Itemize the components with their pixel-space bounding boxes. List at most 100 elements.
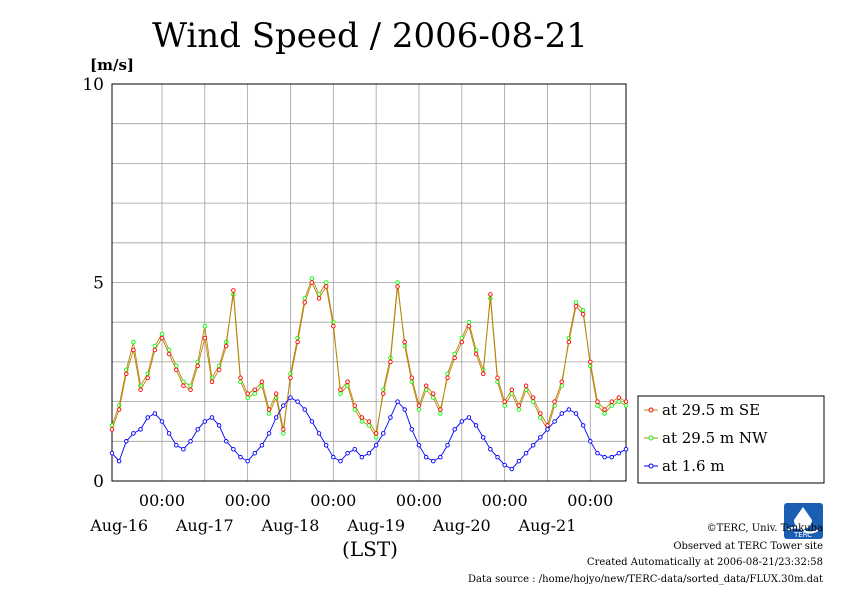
data-point xyxy=(559,379,565,385)
data-point xyxy=(595,450,600,456)
data-point xyxy=(345,379,350,385)
data-point xyxy=(588,359,593,365)
data-point xyxy=(331,454,336,460)
data-point xyxy=(366,450,372,456)
data-point xyxy=(438,411,443,416)
data-point xyxy=(109,427,115,432)
data-point xyxy=(331,323,336,329)
data-point xyxy=(545,423,550,428)
data-point xyxy=(559,411,565,416)
data-point xyxy=(309,280,315,285)
data-point xyxy=(116,458,122,464)
data-point xyxy=(495,375,500,381)
x-axis-label: (LST) xyxy=(342,537,398,561)
data-point xyxy=(323,280,329,285)
x-tick-date-label: Aug-18 xyxy=(261,516,320,535)
data-point xyxy=(509,466,515,472)
data-point xyxy=(381,431,386,436)
data-point xyxy=(124,371,129,377)
x-tick-date-label: Aug-21 xyxy=(518,516,577,535)
datasource-text: Data source : /home/hojyo/new/TERC-data/… xyxy=(468,574,823,585)
data-point xyxy=(381,391,386,396)
y-tick-label: 5 xyxy=(93,274,104,294)
series-line xyxy=(111,397,627,470)
logo-text: TERC xyxy=(793,531,812,539)
data-point xyxy=(116,407,122,412)
data-point xyxy=(423,383,429,388)
data-point xyxy=(488,446,493,452)
data-point xyxy=(138,387,143,392)
data-point xyxy=(252,450,258,456)
y-tick-label: 0 xyxy=(93,472,104,492)
data-point xyxy=(316,296,322,301)
data-point xyxy=(431,391,436,396)
data-point xyxy=(473,351,479,357)
data-point xyxy=(516,458,522,464)
data-point xyxy=(452,427,457,432)
data-point xyxy=(145,415,150,420)
data-point xyxy=(623,399,629,404)
data-point xyxy=(145,375,150,381)
data-point xyxy=(373,435,379,440)
data-point xyxy=(438,454,443,460)
data-point xyxy=(281,427,286,432)
x-tick-labels: 00:00 Aug-16 00:00 Aug-17 00:00 Aug-18 00:00 Au… xyxy=(89,491,613,535)
data-point xyxy=(295,399,300,404)
data-point xyxy=(288,375,293,381)
data-point xyxy=(480,371,486,377)
data-point xyxy=(416,407,422,412)
data-point xyxy=(516,407,522,412)
data-point xyxy=(152,411,158,416)
data-point xyxy=(231,288,236,293)
data-point xyxy=(409,427,415,432)
data-point xyxy=(566,407,572,412)
data-point xyxy=(623,403,629,408)
data-point xyxy=(352,446,357,452)
data-point xyxy=(159,331,165,337)
data-point xyxy=(388,359,393,365)
data-point xyxy=(202,323,208,329)
data-point xyxy=(302,407,308,412)
terc-logo: TERC xyxy=(784,503,823,539)
data-point xyxy=(202,335,208,341)
data-point xyxy=(338,391,343,396)
data-point xyxy=(573,411,579,416)
x-tick-date-label: Aug-20 xyxy=(432,516,491,535)
legend-label: at 1.6 m xyxy=(662,457,725,475)
data-point xyxy=(202,419,208,424)
data-point xyxy=(466,323,472,329)
data-point xyxy=(516,403,522,408)
data-point xyxy=(259,443,265,448)
data-point xyxy=(366,419,372,424)
data-point xyxy=(452,355,457,361)
data-point xyxy=(131,339,136,345)
data-point xyxy=(602,454,607,460)
data-point xyxy=(288,395,293,400)
data-point xyxy=(138,427,143,432)
series-2 xyxy=(109,395,629,472)
data-point xyxy=(473,423,479,428)
data-point xyxy=(395,284,400,289)
data-point xyxy=(159,335,165,341)
data-point xyxy=(423,454,429,460)
data-point xyxy=(188,439,193,444)
data-point xyxy=(445,443,450,448)
data-point xyxy=(595,403,600,408)
data-point xyxy=(359,415,365,420)
data-point xyxy=(459,419,465,424)
observed-text: Observed at TERC Tower site xyxy=(673,541,823,552)
data-point xyxy=(195,363,200,369)
y-axis-unit-label: [m/s] xyxy=(90,56,134,74)
legend-label: at 29.5 m SE xyxy=(662,401,760,419)
data-point xyxy=(602,407,607,412)
legend-marker xyxy=(648,463,654,469)
data-point xyxy=(616,395,622,400)
y-tick-label: 10 xyxy=(82,75,104,95)
wave-icon xyxy=(787,526,819,534)
data-point xyxy=(373,431,379,436)
data-point xyxy=(502,403,507,408)
data-point xyxy=(416,403,422,408)
data-point xyxy=(495,454,500,460)
data-point xyxy=(438,407,443,412)
